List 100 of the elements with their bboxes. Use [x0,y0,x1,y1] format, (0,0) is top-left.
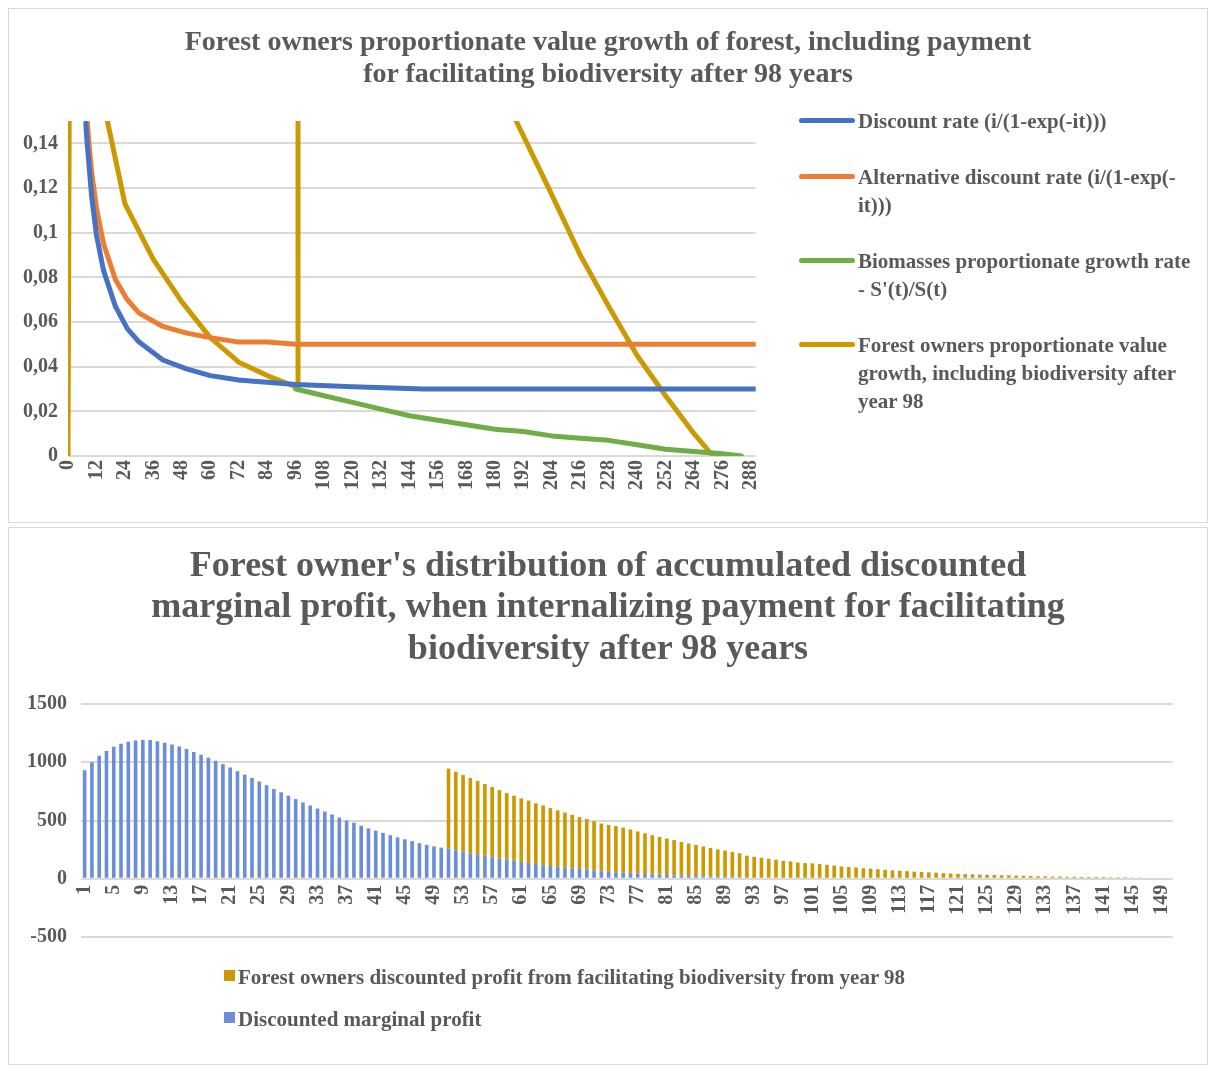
bar [126,741,131,878]
bar [439,847,444,878]
bar [963,874,968,878]
x-tick-label: 41 [362,884,385,905]
bar [584,869,589,878]
bar [534,864,538,878]
bar [883,869,887,878]
x-tick-label: 65 [537,884,560,905]
x-tick-label: 89 [712,884,735,905]
chart-title: Forest owner's distribution of accumulated discounted marginal profit, when internalizing payment for facilitating biodiversity after 98 years [150,544,1066,669]
bar [381,833,385,878]
x-tick-label: 141 [1090,884,1113,915]
bar [403,839,407,878]
bar [846,867,851,878]
x-tick-label: 113 [886,884,909,914]
bar [279,792,283,878]
x-tick-label: 117 [915,884,938,914]
bar [221,764,225,878]
y-tick-label: 1000 [27,749,67,772]
bar [956,874,960,878]
bar [388,835,393,878]
bar [774,859,778,878]
bar [373,830,378,878]
x-tick-label: 5 [100,884,123,895]
y-tick-label: 0,12 [23,175,58,198]
bar [119,744,123,878]
bar [541,865,545,878]
x-tick-label: 77 [624,884,647,905]
y-tick-label: 1500 [27,691,67,714]
bar [897,871,902,878]
bar [643,833,647,875]
bar [854,867,858,878]
y-tick-label: -500 [30,924,67,947]
bar [635,831,640,874]
bar [570,868,575,878]
x-tick-label: 216 [567,460,590,491]
bar [170,744,174,878]
bar [97,756,102,878]
x-tick-label: 121 [945,884,968,915]
legend-label: Alternative discount rate (i/(1-exp(-it))) [858,164,1177,220]
legend-label: Discount rate (i/(1-exp(-it))) [858,108,1107,136]
bar [825,865,829,878]
x-tick-label: 149 [1148,884,1171,915]
bar [453,771,458,851]
bar [614,872,618,878]
x-tick-label: 240 [624,460,647,491]
x-tick-label: 228 [595,460,618,491]
bar [410,841,414,878]
bar [694,845,698,877]
bar [781,860,786,878]
x-tick-label: 25 [246,884,269,905]
bar [90,762,94,878]
bar [308,805,313,878]
x-tick-label: 129 [1003,884,1026,915]
bar [766,858,771,878]
x-tick-label: 29 [275,884,298,905]
bar [352,822,356,878]
bar [541,805,545,866]
x-tick-label: 33 [304,884,327,905]
bar [257,781,262,878]
y-tick-label: 0,02 [23,398,58,421]
x-tick-label: 288 [738,460,761,491]
x-tick-label: 37 [333,884,356,905]
bar [614,826,618,873]
bar [665,838,669,876]
bar [461,775,465,852]
x-tick-label: 13 [159,884,182,905]
x-tick-label: 156 [425,460,448,491]
x-tick-label: 60 [197,460,220,481]
bar [570,815,575,869]
x-tick-label: 81 [654,884,676,905]
bar [745,855,749,878]
bar [905,871,909,878]
bar [635,873,640,878]
x-tick-label: 125 [974,884,997,915]
bar [519,798,524,863]
bar [483,784,487,856]
x-tick-label: 137 [1061,884,1084,915]
bar [563,812,567,868]
bar [977,874,982,878]
bar [534,803,538,865]
x-tick-label: 252 [652,460,675,491]
bar [242,774,247,878]
bar [359,825,363,878]
bar [723,850,727,878]
bar [752,856,756,878]
x-tick-label: 21 [217,884,240,905]
x-tick-label: 24 [112,460,135,481]
x-tick-label: 36 [140,460,163,481]
bar [650,835,655,875]
x-tick-label: 93 [741,884,764,905]
x-tick-label: 120 [339,460,362,491]
x-tick-label: 53 [450,884,473,905]
bar [148,740,152,878]
bar [301,802,305,878]
y-tick-label: 0,1 [33,220,58,243]
bar [199,754,203,878]
x-tick-label: 9 [130,884,153,895]
bar [934,872,938,878]
bar [512,795,516,861]
